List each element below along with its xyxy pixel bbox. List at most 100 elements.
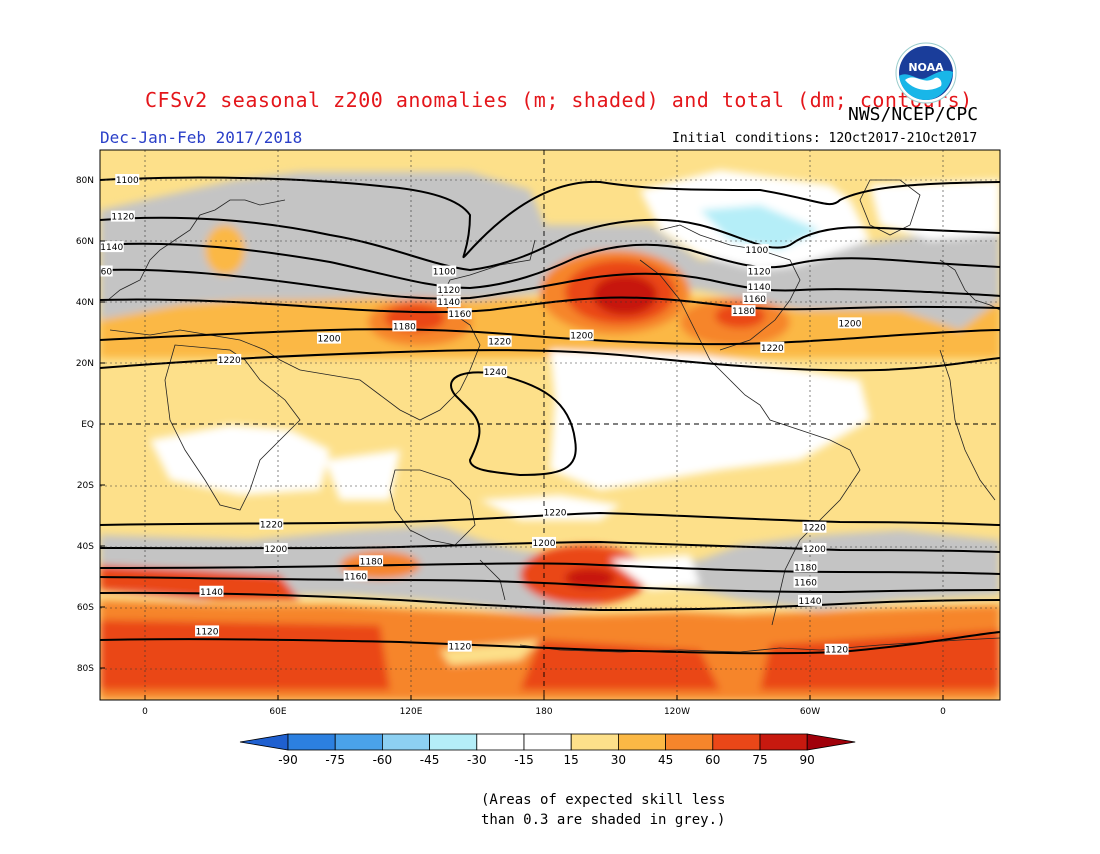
- contour-label: 1240: [483, 366, 508, 378]
- colorbar-label: 60: [705, 753, 720, 767]
- contour-label: 1160: [793, 576, 818, 589]
- contour-label: 1220: [217, 353, 242, 366]
- contour-label: 1220: [802, 521, 827, 534]
- svg-text:1200: 1200: [264, 545, 287, 555]
- svg-text:1200: 1200: [533, 539, 556, 549]
- colorbar-label: 45: [658, 753, 673, 767]
- lon-tick-label: 60W: [800, 707, 820, 717]
- svg-text:1220: 1220: [761, 344, 784, 354]
- svg-text:1120: 1120: [437, 286, 460, 296]
- agency-label: NWS/NCEP/CPC: [848, 104, 979, 125]
- svg-text:1200: 1200: [318, 335, 341, 345]
- skill-note-line-1: (Areas of expected skill less: [481, 792, 726, 808]
- lat-tick-label: 40S: [77, 542, 94, 552]
- contour-label: 1140: [199, 585, 224, 598]
- svg-text:1180: 1180: [794, 563, 817, 573]
- colorbar-segment: [381, 733, 430, 751]
- svg-text:1220: 1220: [544, 508, 567, 518]
- colorbar-label: 75: [752, 753, 767, 767]
- skill-note-line-2: than 0.3 are shaded in grey.): [481, 812, 726, 828]
- contour-label: 1160: [742, 292, 767, 305]
- svg-text:1200: 1200: [803, 545, 826, 555]
- lat-tick-label: 40N: [76, 298, 94, 308]
- contour-label: 1120: [447, 640, 472, 653]
- colorbar-segment: [570, 733, 619, 751]
- svg-text:1120: 1120: [748, 268, 771, 278]
- contour-label: 1140: [100, 241, 124, 253]
- contour-label: 1120: [747, 265, 772, 278]
- contour-label: 1220: [259, 518, 284, 531]
- lat-tick-label: 60N: [76, 237, 94, 247]
- contour-label: 1200: [837, 317, 862, 329]
- contour-label: 1120: [436, 283, 461, 296]
- svg-text:1220: 1220: [488, 338, 511, 348]
- colorbar-segment: [712, 733, 761, 751]
- equator-dateline: [100, 150, 1000, 700]
- contour-label: 1120: [195, 625, 220, 637]
- contour-label: 1100: [744, 244, 769, 256]
- colorbar-segment: [334, 733, 383, 751]
- svg-text:1180: 1180: [393, 322, 416, 332]
- svg-text:1160: 1160: [89, 268, 112, 278]
- colorbar-label: 90: [800, 753, 815, 767]
- svg-text:1160: 1160: [743, 295, 766, 305]
- svg-text:1180: 1180: [360, 557, 383, 567]
- colorbar-label: -75: [325, 753, 345, 767]
- svg-text:1120: 1120: [196, 627, 219, 637]
- latitude-ticks: 80N 60N 40N 20N EQ 20S 40S 60S 80S: [76, 176, 105, 674]
- contour-label: 1200: [569, 329, 594, 342]
- colorbar-segment: [287, 733, 336, 751]
- svg-text:1140: 1140: [799, 597, 822, 607]
- svg-text:1140: 1140: [200, 588, 223, 598]
- noaa-logo-icon: NOAA: [895, 42, 957, 104]
- contour-label: 1200: [316, 332, 341, 345]
- contour-label: 1180: [793, 561, 818, 573]
- svg-text:1120: 1120: [448, 643, 471, 653]
- svg-text:1220: 1220: [803, 524, 826, 534]
- contour-label: 1180: [731, 305, 756, 317]
- colorbar-segment: [523, 733, 572, 751]
- chart-title: CFSv2 seasonal z200 anomalies (m; shaded…: [145, 88, 973, 112]
- height-contours: [100, 176, 1000, 655]
- coastlines: [107, 179, 1000, 653]
- svg-text:1140: 1140: [100, 243, 123, 253]
- contour-label: 1160: [89, 265, 113, 278]
- lat-tick-label: 20N: [76, 359, 94, 369]
- contour-label: 1160: [447, 308, 472, 320]
- contour-label: 1140: [798, 594, 822, 607]
- lat-tick-label: 80N: [76, 176, 94, 186]
- map-frame: [99, 149, 1001, 701]
- svg-text:1220: 1220: [218, 356, 241, 366]
- colorbar-label: -30: [467, 753, 487, 767]
- lat-tick-label: 20S: [77, 481, 94, 491]
- contour-label: 1100: [115, 174, 140, 186]
- lon-tick-label: 180: [535, 707, 552, 717]
- initial-conditions-label: Initial conditions: 12Oct2017-21Oct2017: [672, 131, 978, 146]
- svg-text:1140: 1140: [437, 298, 460, 308]
- lon-tick-label: 60E: [269, 707, 286, 717]
- contour-label: 1200: [802, 543, 827, 555]
- colorbar-segment: [618, 733, 667, 751]
- svg-text:1100: 1100: [745, 246, 768, 256]
- contour-label: 1100: [432, 265, 457, 278]
- svg-text:1200: 1200: [838, 319, 861, 329]
- colorbar-label: -90: [278, 753, 298, 767]
- lat-tick-label: 60S: [77, 603, 94, 613]
- contour-label: 1220: [543, 506, 568, 518]
- contour-label: 1220: [487, 335, 512, 348]
- colorbar-segment: [759, 733, 808, 751]
- contour-label: 1120: [824, 643, 849, 656]
- lon-tick-label: 120E: [400, 707, 423, 717]
- contour-label: 1180: [392, 320, 417, 332]
- svg-text:1240: 1240: [484, 368, 507, 378]
- contour-label: 1140: [747, 280, 772, 293]
- anomaly-shading: 1100 1120 1140 1160 1100 1120 1140 1160 1180 1200…: [89, 150, 1000, 700]
- colorbar-segment: [429, 733, 478, 751]
- contour-label: 1180: [359, 555, 384, 567]
- colorbar-segment: [476, 733, 525, 751]
- svg-text:1220: 1220: [260, 521, 283, 531]
- colorbar-label: -60: [373, 753, 393, 767]
- svg-text:1100: 1100: [433, 268, 456, 278]
- svg-text:1180: 1180: [732, 307, 755, 317]
